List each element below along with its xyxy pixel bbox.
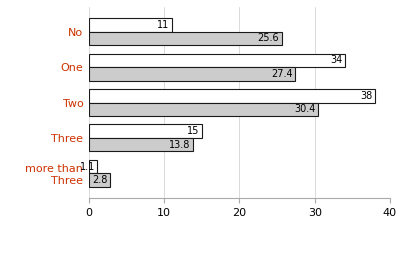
Bar <box>89 138 193 151</box>
Text: 25.6: 25.6 <box>258 34 279 43</box>
Bar <box>89 103 318 116</box>
Bar <box>89 32 282 45</box>
Bar <box>89 173 110 187</box>
Bar <box>89 160 97 173</box>
Legend: 2007, 2018: 2007, 2018 <box>188 253 290 254</box>
Bar <box>89 89 375 103</box>
Bar <box>89 67 295 81</box>
Bar <box>89 18 172 32</box>
Text: 34: 34 <box>330 55 343 65</box>
Text: 1.1: 1.1 <box>80 162 95 172</box>
Text: 30.4: 30.4 <box>294 104 316 114</box>
Bar <box>89 124 202 138</box>
Text: 38: 38 <box>360 91 372 101</box>
Bar <box>89 54 345 67</box>
Text: 15: 15 <box>187 126 200 136</box>
Text: 13.8: 13.8 <box>169 140 191 150</box>
Text: 2.8: 2.8 <box>93 175 108 185</box>
Text: 27.4: 27.4 <box>271 69 293 79</box>
Text: 11: 11 <box>157 20 169 30</box>
